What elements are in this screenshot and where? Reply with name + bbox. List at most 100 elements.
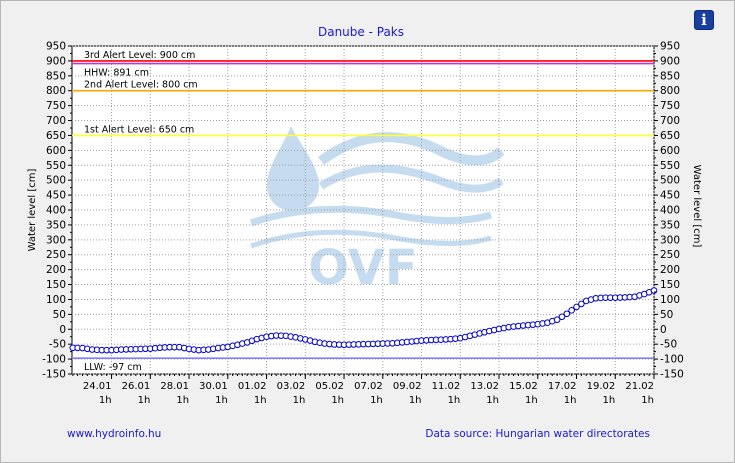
- y-tick-label-right: 800: [660, 85, 680, 97]
- y-tick-label-right: 850: [660, 70, 680, 82]
- y-tick-label-left: 150: [46, 279, 66, 291]
- x-tick-label: 13.02: [470, 381, 499, 392]
- x-tick-sublabel: 1h: [138, 395, 151, 406]
- y-tick-label-right: 500: [660, 175, 680, 187]
- y-axis-left: -150 -100 -50 0 50 100 150 200 250 300 350 400 450 50…: [42, 41, 72, 381]
- x-tick-sublabel: 1h: [448, 395, 461, 406]
- y-tick-label-left: 550: [46, 160, 66, 172]
- info-button[interactable]: i: [694, 10, 714, 30]
- y-tick-label-left: 50: [53, 309, 66, 321]
- y-tick-label-left: 100: [46, 294, 66, 306]
- x-tick-sublabel: 1h: [99, 395, 112, 406]
- y-tick-label-right: 100: [660, 294, 680, 306]
- data-point: [553, 316, 561, 324]
- x-tick-sublabel: 1h: [370, 395, 383, 406]
- threshold-label: 1st Alert Level: 650 cm: [84, 124, 194, 135]
- y-tick-label-left: 500: [46, 175, 66, 187]
- x-tick-label: 03.02: [277, 381, 306, 392]
- y-tick-label-right: 550: [660, 160, 680, 172]
- y-tick-label-left: 450: [46, 190, 66, 202]
- y-tick-label-left: 600: [46, 145, 66, 157]
- x-axis: 24.01 1h 26.01 1h 28.01 1h 30.01 1h 01.02 1h 03.02…: [72, 374, 655, 406]
- y-axis-right: -150 -100 -50 0 50 100 150 200 250 300 350 400 450 50…: [654, 41, 684, 381]
- y-tick-label-right: -150: [660, 369, 684, 381]
- x-tick-sublabel: 1h: [409, 395, 422, 406]
- y-tick-label-left: -100: [42, 354, 66, 366]
- data-source-text: Data source: Hungarian water directorate…: [425, 428, 650, 440]
- y-tick-label-right: 150: [660, 279, 680, 291]
- chart-title: Danube - Paks: [318, 25, 404, 39]
- x-tick-label: 09.02: [393, 381, 422, 392]
- y-tick-label-left: 0: [59, 324, 66, 336]
- data-point: [558, 313, 566, 321]
- y-tick-label-left: 950: [46, 41, 66, 53]
- x-tick-label: 05.02: [315, 381, 344, 392]
- data-point: [563, 310, 571, 318]
- y-axis-label-right: Water level [cm]: [691, 165, 702, 248]
- y-axis-label-left: Water level [cm]: [27, 169, 38, 252]
- x-tick-sublabel: 1h: [254, 395, 267, 406]
- y-tick-label-right: 600: [660, 145, 680, 157]
- x-tick-sublabel: 1h: [331, 395, 344, 406]
- y-tick-label-left: 200: [46, 264, 66, 276]
- y-tick-label-left: 250: [46, 249, 66, 261]
- y-tick-label-right: -100: [660, 354, 684, 366]
- ovf-watermark: OVF: [249, 126, 505, 296]
- x-tick-sublabel: 1h: [293, 395, 306, 406]
- x-tick-sublabel: 1h: [215, 395, 228, 406]
- y-tick-label-right: 700: [660, 115, 680, 127]
- y-tick-label-right: 650: [660, 130, 680, 142]
- x-tick-label: 26.01: [122, 381, 151, 392]
- info-icon: i: [701, 11, 707, 29]
- y-tick-label-left: 800: [46, 85, 66, 97]
- x-tick-label: 17.02: [548, 381, 577, 392]
- x-tick-label: 21.02: [625, 381, 654, 392]
- threshold-label: 3rd Alert Level: 900 cm: [84, 50, 195, 61]
- y-tick-label-right: 50: [660, 309, 673, 321]
- x-tick-sublabel: 1h: [603, 395, 616, 406]
- y-tick-label-right: 450: [660, 190, 680, 202]
- data-point: [568, 307, 575, 314]
- y-tick-label-right: 950: [660, 41, 680, 53]
- y-tick-label-left: 750: [46, 100, 66, 112]
- y-tick-label-left: 900: [46, 55, 66, 67]
- x-tick-label: 01.02: [238, 381, 267, 392]
- x-tick-sublabel: 1h: [486, 395, 499, 406]
- y-tick-label-left: 350: [46, 219, 66, 231]
- y-tick-label-left: -50: [49, 339, 66, 351]
- x-tick-label: 15.02: [509, 381, 538, 392]
- y-tick-label-left: 700: [46, 115, 66, 127]
- x-tick-sublabel: 1h: [525, 395, 538, 406]
- x-tick-label: 11.02: [432, 381, 461, 392]
- x-tick-label: 07.02: [354, 381, 383, 392]
- y-tick-label-left: 400: [46, 205, 66, 217]
- y-tick-label-left: 300: [46, 234, 66, 246]
- watermark-text: OVF: [308, 240, 417, 296]
- y-tick-label-right: 250: [660, 249, 680, 261]
- y-tick-label-left: 850: [46, 70, 66, 82]
- y-tick-label-left: 650: [46, 130, 66, 142]
- x-tick-label: 19.02: [587, 381, 616, 392]
- y-tick-label-right: 750: [660, 100, 680, 112]
- y-tick-label-right: 300: [660, 234, 680, 246]
- y-tick-label-right: -50: [660, 339, 677, 351]
- y-tick-label-right: 0: [660, 324, 667, 336]
- y-tick-label-left: -150: [42, 369, 66, 381]
- hydroinfo-link[interactable]: www.hydroinfo.hu: [67, 428, 162, 440]
- x-tick-label: 30.01: [199, 381, 228, 392]
- x-tick-label: 24.01: [83, 381, 112, 392]
- x-tick-sublabel: 1h: [641, 395, 654, 406]
- x-tick-label: 28.01: [160, 381, 189, 392]
- series: [69, 287, 658, 354]
- threshold-label: HHW: 891 cm: [84, 68, 149, 79]
- threshold-label: LLW: -97 cm: [84, 362, 142, 373]
- y-tick-label-right: 350: [660, 219, 680, 231]
- y-tick-label-right: 400: [660, 205, 680, 217]
- x-tick-sublabel: 1h: [176, 395, 189, 406]
- data-point: [578, 300, 585, 308]
- y-tick-label-right: 200: [660, 264, 680, 276]
- threshold-label: 2nd Alert Level: 800 cm: [84, 80, 198, 91]
